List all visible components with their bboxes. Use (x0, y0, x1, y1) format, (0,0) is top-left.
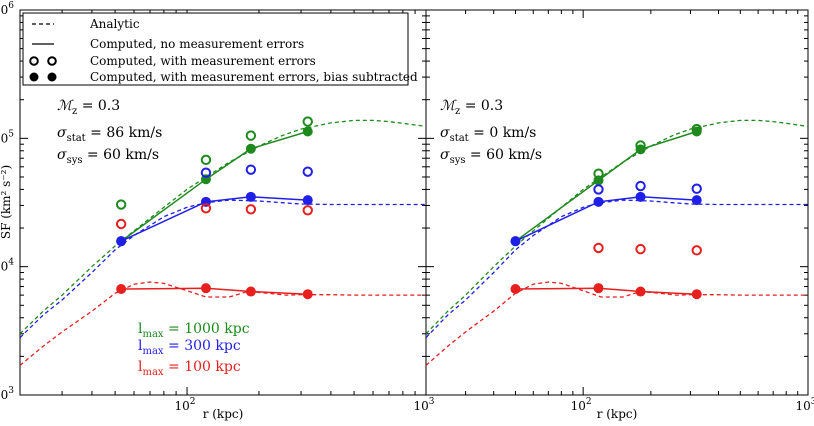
with-errors-point (302, 205, 313, 216)
legend-filled-circle-2 (47, 72, 57, 82)
bias-subtracted-point (635, 144, 646, 155)
y-tick-label: 106 (0, 1, 14, 17)
bias-subtracted-point (302, 126, 313, 137)
legend-filled-circle-1 (29, 72, 39, 82)
analytic-curve (20, 199, 426, 339)
with-errors-point (691, 183, 702, 194)
bias-subtracted-point (302, 195, 313, 206)
y-tick-label: 104 (0, 258, 14, 274)
with-errors-point (593, 242, 604, 254)
computed-curve (120, 130, 308, 242)
bias-subtracted-point (510, 283, 521, 294)
bias-subtracted-point (691, 195, 702, 206)
analytic-curve (426, 199, 808, 339)
y-axis-label: SF (km² s⁻²) (0, 165, 13, 239)
bias-subtracted-point (245, 191, 256, 202)
analytic-curve (426, 119, 808, 335)
with-errors-point (302, 166, 313, 177)
computed-curve (515, 287, 697, 295)
y-tick-label: 103 (0, 386, 14, 402)
with-errors-point (245, 204, 257, 215)
legend: Analytic Computed, no measurement errors… (22, 12, 418, 86)
left-annotation-sys: σsys = 60 km/s (57, 147, 159, 166)
legend-label-analytic: Analytic (89, 17, 140, 31)
bias-subtracted-point (510, 236, 521, 247)
x-tick-label: 102 (175, 397, 196, 413)
left-panel: 102 103 103 104 105 106 Analytic Computed, no… (0, 1, 435, 421)
bias-subtracted-point (635, 191, 646, 202)
legend-open-circle-1 (29, 56, 39, 66)
left-series-group (20, 116, 426, 366)
legend-label-bias-subtracted: Computed, with measurement errors, bias … (90, 70, 418, 84)
right-series-group (426, 119, 808, 366)
with-errors-point (115, 218, 127, 230)
legend-open-circle-2 (47, 56, 57, 66)
right-panel: 102 103 ℳz = 0.3 σstat = 0 km/s σsys = 60… (425, 9, 814, 421)
with-errors-point (302, 116, 313, 127)
with-errors-point (115, 199, 127, 210)
legend-label-with-errors: Computed, with measurement errors (90, 54, 316, 68)
right-annotation-stat: σstat = 0 km/s (440, 125, 536, 144)
x-axis-label-right: r (kpc) (597, 407, 638, 421)
bias-subtracted-point (691, 126, 702, 137)
legend-box (22, 12, 409, 86)
with-errors-point (200, 154, 212, 166)
computed-curve (121, 287, 308, 295)
with-errors-point (691, 245, 702, 256)
left-annotation-stat: σstat = 86 km/s (57, 125, 162, 144)
with-errors-point (245, 130, 257, 141)
analytic-curve (426, 281, 808, 366)
x-tick-label: 103 (413, 397, 434, 413)
with-errors-point (200, 203, 212, 214)
lmax-label-100: lmax = 100 kpc (138, 359, 241, 378)
right-annotation-sys: σsys = 60 km/s (440, 147, 542, 166)
computed-curve (515, 196, 697, 242)
bias-subtracted-point (593, 175, 604, 186)
lmax-label-300: lmax = 300 kpc (138, 338, 241, 357)
analytic-curve (20, 281, 426, 366)
x-tick-label: 103 (795, 397, 814, 413)
with-errors-point (245, 164, 257, 175)
bias-subtracted-point (116, 236, 127, 247)
computed-curve (515, 130, 697, 242)
with-errors-point (200, 167, 212, 178)
with-errors-point (635, 243, 646, 255)
bias-subtracted-point (635, 286, 646, 297)
bias-subtracted-point (593, 283, 604, 294)
bias-subtracted-point (200, 283, 211, 294)
right-tick-group: 102 103 (425, 9, 814, 413)
x-axis-label-left: r (kpc) (203, 407, 244, 421)
bias-subtracted-point (302, 289, 313, 300)
computed-curve (120, 196, 308, 242)
right-plot-frame (425, 9, 809, 396)
with-errors-point (593, 184, 604, 195)
left-annotation-mach: ℳz = 0.3 (57, 98, 120, 117)
bias-subtracted-point (245, 286, 256, 297)
bias-subtracted-point (245, 143, 256, 154)
right-annotation-mach: ℳz = 0.3 (440, 98, 503, 117)
x-tick-label: 102 (571, 397, 592, 413)
lmax-label-1000: lmax = 1000 kpc (138, 321, 250, 340)
legend-label-no-errors: Computed, no measurement errors (90, 37, 304, 51)
bias-subtracted-point (691, 289, 702, 300)
bias-subtracted-point (116, 283, 127, 294)
y-tick-label: 105 (0, 129, 14, 145)
with-errors-point (635, 180, 646, 192)
bias-subtracted-point (593, 196, 604, 207)
